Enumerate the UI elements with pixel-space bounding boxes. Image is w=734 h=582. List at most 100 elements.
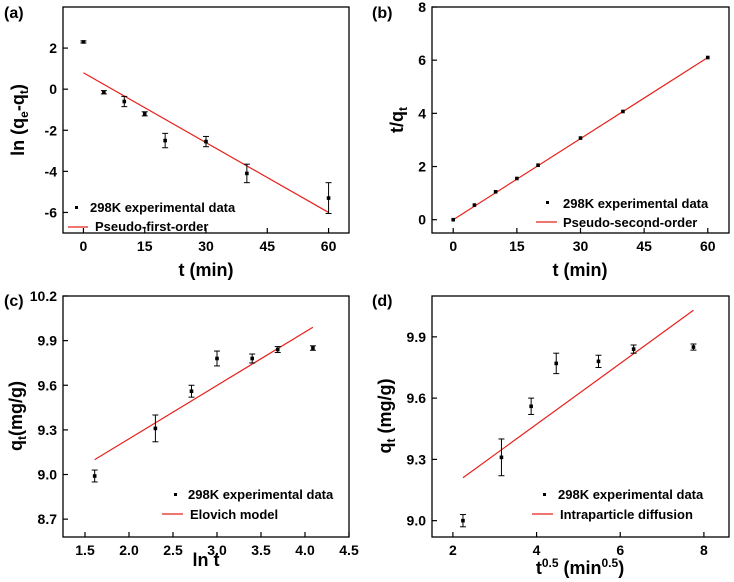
panel-d-x-tick-label: 4	[533, 542, 541, 558]
panel-c-label: (c)	[4, 293, 24, 310]
panel-d-legend-line: Intraparticle diffusion	[560, 507, 693, 522]
panel-c-x-ticks: 1.5 2.0 2.5 3.0 3.5 4.0 4.5	[75, 532, 359, 558]
panel-a-x-tick-label: 60	[321, 238, 337, 254]
panel-d-y-tick-label: 9.6	[407, 390, 427, 406]
panel-b-data-point	[472, 203, 477, 207]
panel-d-data-point	[596, 359, 601, 364]
panel-c-data-point	[311, 346, 315, 350]
panel-b-x-ticks: 0 15 30 45 60	[449, 228, 716, 254]
panel-c-y-tick-label: 9.6	[38, 377, 58, 393]
panel-c-y-tick-label: 10.2	[30, 288, 57, 304]
panel-a-x-label: t (min)	[179, 260, 234, 280]
panel-c-x-label: ln t	[193, 550, 220, 570]
panel-b-data-point	[705, 55, 710, 60]
panel-c-fit-line	[94, 326, 314, 461]
panel-a-x-ticks: 0 15 30 45 60	[80, 228, 337, 254]
panel-c-y-tick-label: 9.9	[38, 333, 58, 349]
panel-a-x-tick-label: 30	[198, 238, 214, 254]
panel-c-points	[91, 345, 316, 483]
panel-c-legend-line: Elovich model	[190, 507, 278, 522]
panel-c-x-tick-label: 4.5	[339, 542, 359, 558]
panel-a-data-point	[163, 138, 167, 143]
panel-a-y-label: ln (qe-qt)	[8, 84, 31, 156]
panel-d-x-tick-label: 2	[449, 542, 457, 558]
panel-c-legend-marker	[174, 493, 177, 496]
panel-d-data-point	[691, 345, 696, 349]
panel-d: (d) 2 4 6 8 9.0 9.3 9.6 9.9 298K experimental …	[372, 293, 730, 578]
panel-d-y-ticks: 9.0 9.3 9.6 9.9	[407, 329, 437, 529]
panel-b-label: (b)	[372, 5, 392, 22]
panel-b-x-tick-label: 30	[573, 238, 589, 254]
panel-c-data-point	[189, 389, 194, 394]
panel-b-data-point	[451, 217, 456, 222]
panel-c-y-label: qt(mg/g)	[6, 381, 29, 451]
panel-b-x-tick-label: 15	[509, 238, 525, 254]
panel-c-x-tick-label: 3.5	[251, 542, 271, 558]
panel-b-data-point	[515, 176, 519, 181]
panel-b-legend-marker	[546, 201, 549, 204]
panel-a-legend-marker	[75, 206, 78, 209]
panel-a-y-tick-label: 0	[49, 81, 57, 97]
panel-c-y-tick-label: 9.3	[38, 422, 58, 438]
panel-d-y-label: qt (mg/g)	[375, 379, 398, 454]
panel-d-x-tick-label: 6	[616, 542, 624, 558]
panel-a-data-point	[102, 90, 106, 95]
panel-b-y-tick-label: 6	[418, 52, 426, 68]
panel-c-y-ticks: 8.7 9.0 9.3 9.6 9.9 10.2	[30, 288, 68, 527]
panel-d-points	[459, 343, 697, 528]
panel-c-data-point	[92, 474, 97, 478]
panel-a-data-point	[142, 112, 147, 116]
panel-c-x-tick-label: 1.5	[75, 542, 95, 558]
panel-c: (c) 1.5 2.0 2.5 3.0 3.5 4.0 4.5 8.7 9.0 9.3 9.6 9.…	[4, 288, 359, 570]
panel-b-y-tick-label: 0	[418, 212, 426, 228]
panel-d-x-ticks: 2 4 6 8	[449, 532, 708, 558]
panel-a-x-tick-label: 45	[259, 238, 275, 254]
panel-d-data-point	[631, 347, 636, 351]
panel-a-y-tick-label: -4	[45, 163, 58, 179]
panel-b-x-label: t (min)	[553, 260, 608, 280]
panel-a-y-tick-label: 2	[49, 40, 57, 56]
panel-d-legend-marker	[543, 493, 546, 496]
panel-c-data-point	[250, 356, 254, 361]
panel-b-y-label: t/qt	[387, 107, 410, 133]
panel-c-data-point	[215, 356, 219, 361]
panel-c-y-tick-label: 8.7	[38, 511, 58, 527]
panel-c-y-tick-label: 9.0	[38, 467, 58, 483]
panel-a-legend-line: Pseudo-first-order	[95, 219, 208, 234]
panel-d-x-tick-label: 8	[700, 542, 708, 558]
panel-b-points	[451, 55, 710, 222]
panel-d-y-tick-label: 9.0	[407, 513, 427, 529]
panel-d-data-point	[529, 404, 533, 409]
panel-b-legend-points: 298K experimental data	[563, 196, 709, 211]
panel-a-data-point	[245, 171, 249, 176]
panel-a-x-tick-label: 0	[80, 238, 88, 254]
panel-b-y-tick-label: 4	[418, 105, 426, 121]
panel-c-frame	[62, 295, 350, 538]
panel-a-label: (a)	[4, 5, 24, 22]
panel-c-legend-points: 298K experimental data	[188, 487, 334, 502]
panel-a-data-point	[204, 139, 208, 144]
panel-b-data-point	[536, 163, 540, 167]
panel-d-frame	[431, 295, 730, 538]
panel-b-x-tick-label: 45	[636, 238, 652, 254]
panel-d-legend-points: 298K experimental data	[558, 487, 704, 502]
panel-d-x-label: t0.5 (min0.5)	[536, 556, 624, 578]
panel-a-legend-points: 298K experimental data	[90, 200, 236, 215]
panel-a-y-ticks: -6 -4 -2 0 2	[45, 40, 68, 220]
panel-a-data-point	[122, 99, 127, 104]
panel-d-y-tick-label: 9.3	[407, 451, 427, 467]
panel-d-data-point	[499, 455, 504, 460]
panel-b-x-tick-label: 0	[449, 238, 457, 254]
panel-b: (b) 0 15 30 45 60 0 2 4 6 8 298K experimental da…	[372, 0, 730, 280]
panel-a: (a) 0 15 30 45 60 -6 -4 -2 0 2 298K experimental…	[4, 5, 350, 280]
panel-b-x-tick-label: 60	[700, 238, 716, 254]
panel-b-y-ticks: 0 2 4 6 8	[418, 0, 437, 228]
panel-d-y-tick-label: 9.9	[407, 329, 427, 345]
panel-c-data-point	[275, 347, 280, 352]
panel-b-data-point	[578, 136, 583, 140]
panel-a-data-point	[81, 40, 86, 44]
panel-d-data-point	[554, 361, 559, 366]
panel-b-y-tick-label: 8	[418, 0, 426, 15]
panel-c-data-point	[153, 426, 158, 431]
